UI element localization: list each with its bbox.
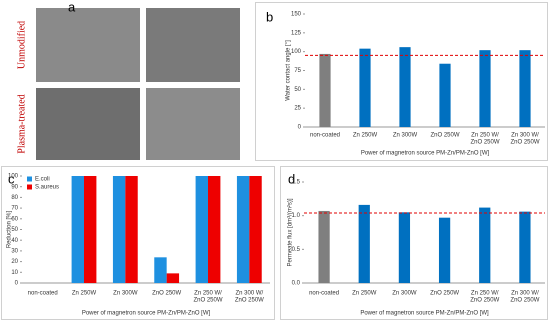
y-tick-label: 70	[11, 206, 18, 212]
bar	[438, 217, 451, 283]
bar	[236, 176, 250, 283]
x-tick-label: non-coated	[310, 133, 340, 139]
x-tick-label: Zn 250W	[353, 133, 378, 139]
panel-frame	[280, 166, 548, 320]
y-tick-label: 0	[298, 125, 302, 131]
y-axis-label: Reduction [%]	[7, 210, 13, 248]
bar	[519, 211, 531, 283]
y-tick-label: 0.5	[292, 247, 301, 253]
sem-image	[36, 88, 140, 160]
bar	[359, 48, 371, 127]
bar	[154, 257, 167, 283]
y-axis-label: Water contact angle [°]	[286, 40, 292, 101]
x-axis-label: Power of magnetron source PM-Zn/PM-ZnO […	[360, 311, 489, 317]
x-tick-label: Zn 300W	[113, 291, 138, 297]
legend-swatch	[27, 176, 32, 182]
x-tick-label: ZnO 250W	[510, 140, 539, 146]
y-tick-label: 0.0	[292, 281, 301, 287]
panel-frame	[255, 2, 548, 161]
panel-label: c	[8, 171, 15, 186]
y-tick-label: 50	[11, 227, 18, 233]
x-tick-label: Zn 250 W/	[194, 291, 222, 297]
panel-frame	[1, 166, 275, 320]
y-tick-label: 0	[15, 281, 19, 287]
y-tick-label: 125	[291, 30, 302, 36]
y-tick-label: 75	[294, 68, 301, 74]
x-tick-label: Zn 300W	[392, 291, 417, 297]
x-tick-label: ZnO 250W	[430, 291, 459, 297]
bar	[208, 176, 221, 283]
x-axis-label: Power of magnetron source PM-Zn/PM-ZnO […	[361, 151, 490, 157]
x-tick-label: Zn 300 W/	[511, 133, 539, 139]
bar	[249, 176, 262, 283]
x-tick-label: ZnO 250W	[510, 298, 539, 304]
panel-label: b	[266, 9, 273, 24]
bar	[479, 207, 491, 283]
bar	[519, 50, 531, 127]
y-tick-label: 1.5	[292, 180, 301, 186]
x-tick-label: Zn 250W	[352, 291, 377, 297]
bar	[71, 176, 84, 283]
x-tick-label: Zn 300 W/	[511, 291, 539, 297]
sem-image	[36, 8, 140, 82]
x-tick-label: non-coated	[309, 291, 339, 297]
x-tick-label: Zn 250 W/	[471, 133, 499, 139]
y-tick-label: 20	[11, 259, 18, 265]
y-axis-label: Permeate flux [dm³/(m²s)]	[288, 198, 294, 266]
x-tick-label: Zn 300 W/	[235, 291, 263, 297]
sem-image	[146, 8, 240, 82]
bar	[398, 212, 411, 283]
x-tick-label: ZnO 250W	[470, 140, 499, 146]
x-axis-label: Power of magnetron source PM-Zn/PM-ZnO […	[82, 311, 211, 317]
bar	[358, 204, 370, 283]
y-tick-label: 1.0	[292, 213, 301, 219]
legend-label: E.coli	[35, 177, 50, 183]
sem-image	[146, 88, 240, 160]
x-tick-label: Zn 250W	[72, 291, 97, 297]
bar	[318, 210, 330, 283]
bar	[479, 50, 491, 127]
y-tick-label: 90	[11, 184, 18, 190]
bar	[319, 53, 331, 127]
bar	[166, 273, 180, 283]
y-tick-label: 100	[291, 49, 302, 55]
y-tick-label: 40	[11, 238, 18, 244]
bar	[195, 176, 208, 283]
x-tick-label: ZnO 250W	[235, 298, 264, 304]
x-tick-label: ZnO 250W	[470, 298, 499, 304]
row-label: Unmodified	[16, 21, 27, 69]
y-tick-label: 10	[11, 270, 18, 276]
bar	[439, 63, 451, 127]
y-tick-label: 150	[291, 12, 302, 18]
y-tick-label: 80	[11, 195, 18, 201]
panel-label: a	[68, 0, 76, 14]
y-tick-label: 30	[11, 248, 18, 254]
x-tick-label: ZnO 250W	[193, 298, 222, 304]
bar	[125, 176, 138, 283]
legend-label: S.aureus	[35, 185, 59, 191]
sem-images	[36, 8, 240, 160]
x-tick-label: ZnO 250W	[152, 291, 181, 297]
x-tick-label: Zn 300W	[393, 133, 418, 139]
bar	[112, 176, 126, 283]
legend-swatch	[27, 184, 32, 190]
panel-label: d	[288, 171, 295, 186]
y-tick-label: 100	[8, 174, 19, 180]
row-label: Plasma-treated	[16, 94, 27, 153]
x-tick-label: Zn 250 W/	[471, 291, 499, 297]
x-tick-label: non-coated	[28, 291, 58, 297]
bar	[84, 176, 97, 283]
y-tick-label: 25	[294, 106, 301, 112]
bar	[399, 47, 411, 127]
y-tick-label: 60	[11, 216, 18, 222]
x-tick-label: ZnO 250W	[430, 133, 459, 139]
y-tick-label: 50	[294, 87, 301, 93]
